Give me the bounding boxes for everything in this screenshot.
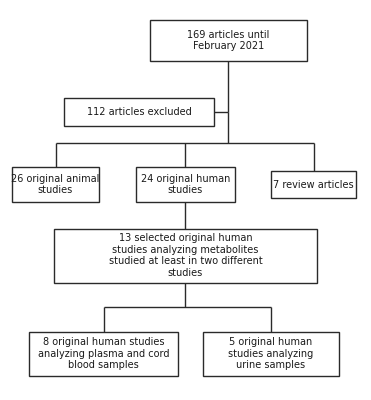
Text: 5 original human
studies analyzing
urine samples: 5 original human studies analyzing urine…	[229, 337, 313, 370]
FancyBboxPatch shape	[271, 171, 357, 198]
Text: 8 original human studies
analyzing plasma and cord
blood samples: 8 original human studies analyzing plasm…	[38, 337, 169, 370]
FancyBboxPatch shape	[54, 229, 317, 282]
Text: 112 articles excluded: 112 articles excluded	[87, 107, 191, 117]
Text: 169 articles until
February 2021: 169 articles until February 2021	[187, 30, 269, 52]
FancyBboxPatch shape	[29, 332, 178, 376]
Text: 24 original human
studies: 24 original human studies	[141, 174, 230, 196]
Text: 7 review articles: 7 review articles	[273, 180, 354, 190]
FancyBboxPatch shape	[150, 20, 306, 61]
FancyBboxPatch shape	[12, 167, 99, 202]
FancyBboxPatch shape	[65, 98, 214, 126]
FancyBboxPatch shape	[203, 332, 339, 376]
Text: 13 selected original human
studies analyzing metabolites
studied at least in two: 13 selected original human studies analy…	[109, 233, 262, 278]
Text: 26 original animal
studies: 26 original animal studies	[11, 174, 100, 196]
FancyBboxPatch shape	[136, 167, 235, 202]
